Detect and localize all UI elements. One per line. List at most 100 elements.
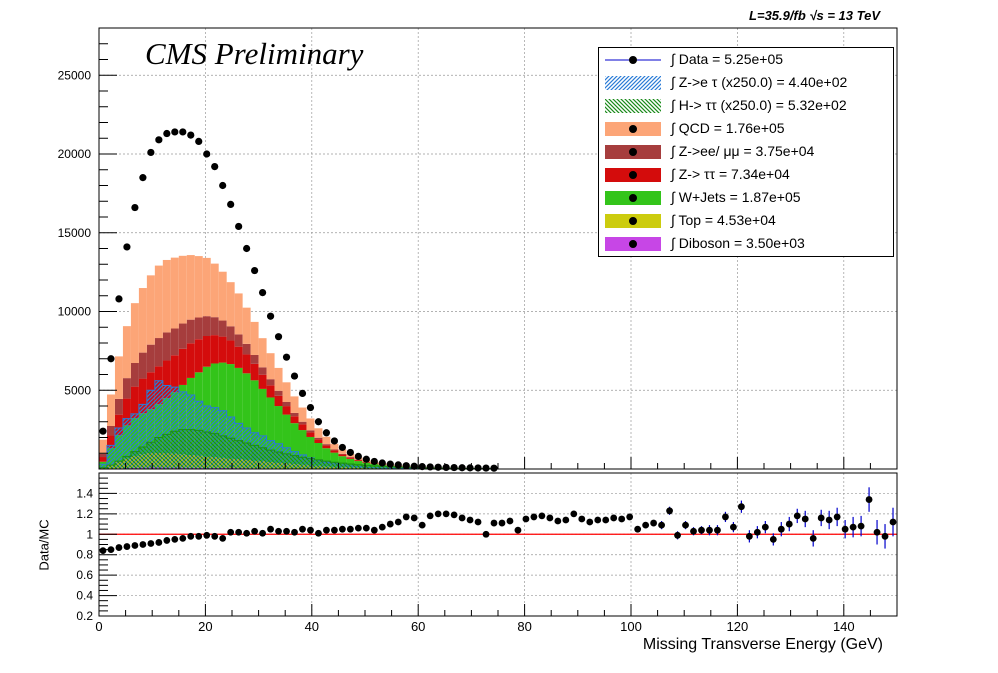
y-tick-label: 15000 xyxy=(58,226,92,240)
signal-bar xyxy=(99,464,107,469)
ratio-point xyxy=(809,534,817,542)
stack-bar xyxy=(338,456,347,468)
ratio-point xyxy=(650,519,658,527)
ratio-point xyxy=(690,527,697,535)
signal-bar xyxy=(218,435,227,469)
stack-bar xyxy=(274,406,283,463)
stack-bar xyxy=(218,336,227,363)
data-point xyxy=(107,355,115,363)
ratio-point xyxy=(203,531,211,539)
ratio-points xyxy=(99,487,897,555)
stack-bar xyxy=(138,352,147,379)
data-point xyxy=(410,462,418,470)
ratio-point xyxy=(785,520,793,528)
data-point xyxy=(187,131,195,139)
signal-bar xyxy=(386,466,395,469)
legend-label-ze-tau: ∫ Z->e τ (x250.0) = 4.40e+02 xyxy=(671,74,848,90)
ratio-point xyxy=(187,532,195,540)
ratio-point xyxy=(211,532,219,540)
signal-bar xyxy=(178,429,187,469)
legend-symbol-zll xyxy=(605,145,661,159)
ratio-point xyxy=(283,527,290,535)
stack-bar xyxy=(274,367,283,391)
signal-bar xyxy=(210,433,219,469)
ratio-y-tick-label: 0.4 xyxy=(76,589,93,603)
legend-entry-diboson: ∫ Diboson = 3.50e+03 xyxy=(599,232,893,255)
data-point xyxy=(314,418,323,426)
stack-bar xyxy=(330,452,339,467)
stack-bar xyxy=(234,293,243,335)
ratio-point xyxy=(123,543,131,550)
stack-bar xyxy=(314,442,323,466)
legend-symbol-h-tautau xyxy=(605,99,661,113)
stack-bar xyxy=(114,356,123,399)
y-tick-label: 10000 xyxy=(58,305,92,319)
stack-bar xyxy=(114,398,123,415)
x-tick-label: 140 xyxy=(833,619,855,634)
ratio-point xyxy=(618,515,626,523)
ratio-point xyxy=(873,528,881,536)
stack-bar xyxy=(306,432,315,437)
legend-entry-qcd: ∫ QCD = 1.76e+05 xyxy=(599,117,893,140)
legend-entry-h-tautau: ∫ H-> ττ (x250.0) = 5.32e+02 xyxy=(599,94,893,117)
stack-bar xyxy=(306,436,315,466)
ratio-point xyxy=(801,515,809,523)
stack-bar xyxy=(314,439,323,443)
signal-bar xyxy=(282,453,291,469)
signal-bar xyxy=(250,445,259,469)
ratio-point xyxy=(267,525,274,533)
ratio-point xyxy=(362,524,370,532)
ratio-point xyxy=(570,510,578,518)
legend-label-ztautau: ∫ Z-> ττ = 7.34e+04 xyxy=(671,166,790,182)
ratio-point xyxy=(315,529,322,537)
stack-bar xyxy=(266,379,275,386)
data-point xyxy=(458,464,466,472)
stack-bar xyxy=(178,348,187,385)
stack-bar xyxy=(298,430,307,465)
stack-bar xyxy=(266,385,275,398)
legend-entry-ztautau: ∫ Z-> ττ = 7.34e+04 xyxy=(599,163,893,186)
ratio-point xyxy=(658,521,665,529)
signal-bar xyxy=(290,455,299,469)
data-point xyxy=(211,163,219,171)
ratio-point xyxy=(147,540,155,547)
data-point xyxy=(139,174,147,182)
data-point xyxy=(378,459,386,467)
ratio-point xyxy=(642,521,650,529)
stack-bar xyxy=(330,443,339,450)
signal-bar xyxy=(106,465,115,469)
data-point xyxy=(219,181,227,190)
signal-bar xyxy=(242,443,251,469)
data-point xyxy=(163,129,171,138)
ratio-point xyxy=(562,516,570,524)
data-point xyxy=(274,333,283,341)
stack-bar xyxy=(226,364,235,459)
stack-bar xyxy=(314,437,323,440)
stack-bar xyxy=(282,406,291,415)
stack-bar xyxy=(162,360,171,399)
ratio-frame xyxy=(98,472,898,617)
stack-bar xyxy=(282,382,291,402)
stack-bar xyxy=(266,397,275,463)
stack-bar xyxy=(274,390,283,396)
stack-bar xyxy=(242,354,251,374)
ratio-point xyxy=(578,515,586,523)
signal-bar xyxy=(354,464,363,469)
stack-bar xyxy=(290,412,299,417)
stack-bar xyxy=(210,263,219,318)
data-point xyxy=(99,427,107,435)
data-point xyxy=(298,389,307,397)
ratio-point xyxy=(163,537,171,544)
ratio-point xyxy=(243,529,251,537)
stack-bar xyxy=(290,396,299,413)
data-point xyxy=(195,137,203,145)
data-point xyxy=(346,448,354,457)
ratio-point xyxy=(442,510,450,518)
ratio-point xyxy=(418,521,426,529)
ratio-point xyxy=(506,517,514,525)
ratio-point xyxy=(674,531,681,539)
ratio-point xyxy=(753,528,761,536)
ratio-plot-axes: 0.2 0.4 0.6 0.8 1 1.2 1.4 0 20 40 60 80 100 120 140 xyxy=(76,472,898,634)
data-point xyxy=(203,150,211,158)
